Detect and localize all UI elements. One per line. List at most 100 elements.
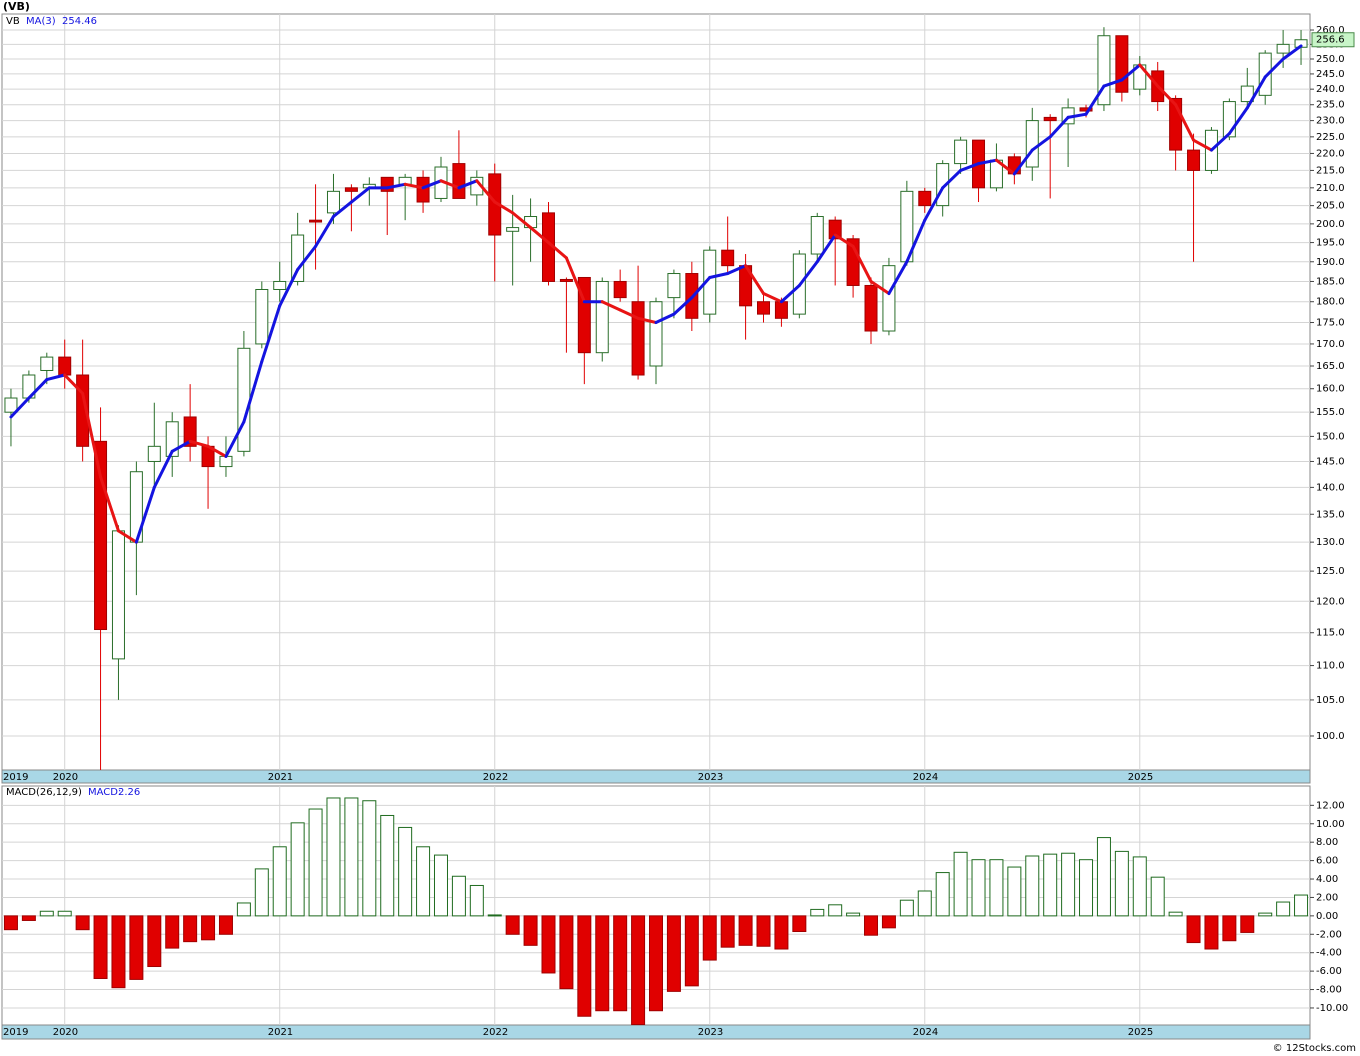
y-tick-label: -10.00 bbox=[1316, 1003, 1348, 1014]
macd-bar bbox=[864, 915, 879, 936]
macd-bar bbox=[93, 915, 108, 979]
candle-body bbox=[882, 265, 896, 332]
candle-body bbox=[864, 284, 878, 332]
y-tick-label: 210.0 bbox=[1316, 183, 1345, 194]
last-price: 256.6 bbox=[1316, 35, 1345, 46]
macd-bar bbox=[720, 915, 735, 948]
macd-bar bbox=[290, 822, 305, 917]
y-tick-label: 240.0 bbox=[1316, 84, 1345, 95]
y-tick-label: 200.0 bbox=[1316, 219, 1345, 230]
macd-bar bbox=[595, 915, 610, 1012]
ma-segment bbox=[1084, 84, 1106, 116]
y-tick-label: 225.0 bbox=[1316, 132, 1345, 143]
macd-bar bbox=[129, 915, 144, 980]
candle-body bbox=[111, 530, 125, 660]
ma-segment bbox=[63, 373, 85, 395]
macd-bar bbox=[1079, 859, 1094, 917]
ma-segment bbox=[1263, 57, 1285, 79]
ma-segment bbox=[1192, 138, 1213, 152]
macd-bar bbox=[416, 846, 431, 917]
ma-segment bbox=[1209, 132, 1231, 152]
candle-body bbox=[631, 301, 645, 376]
y-tick-label: 155.0 bbox=[1316, 407, 1345, 418]
ma-segment bbox=[206, 444, 228, 458]
ma-segment bbox=[99, 475, 120, 533]
candle-body bbox=[918, 190, 932, 207]
macd-bar bbox=[1168, 911, 1183, 917]
macd-bar bbox=[1204, 915, 1219, 950]
ma-segment bbox=[600, 300, 622, 312]
y-tick-label: 130.0 bbox=[1316, 537, 1345, 548]
macd-bar bbox=[1294, 894, 1309, 917]
ma-segment bbox=[1102, 78, 1124, 88]
y-tick-label: 250.0 bbox=[1316, 54, 1345, 65]
macd-bar bbox=[1222, 915, 1237, 942]
candle-body bbox=[326, 190, 340, 214]
macd-bar bbox=[577, 915, 592, 1017]
candle-body bbox=[1187, 149, 1201, 171]
candle-body bbox=[774, 301, 788, 319]
macd-bar bbox=[846, 912, 861, 917]
ma-segment bbox=[959, 162, 981, 172]
ma-segment bbox=[887, 260, 909, 296]
candle-body bbox=[165, 421, 179, 457]
x-tick-label: 2020 bbox=[53, 772, 78, 783]
candle-body bbox=[1240, 85, 1254, 103]
macd-bar bbox=[111, 915, 126, 989]
y-tick-label: -8.00 bbox=[1316, 985, 1342, 996]
macd-date-strip bbox=[1, 1024, 1311, 1040]
macd-value-name: MACD: bbox=[88, 787, 121, 798]
macd-bar bbox=[774, 915, 789, 950]
macd-bar bbox=[21, 915, 36, 921]
candle-body bbox=[559, 278, 573, 282]
y-tick-label: 260.0 bbox=[1316, 25, 1345, 36]
y-tick-label: 190.0 bbox=[1316, 257, 1345, 268]
macd-bar bbox=[183, 915, 198, 943]
ma-segment bbox=[1066, 112, 1088, 119]
y-tick-label: -4.00 bbox=[1316, 948, 1342, 959]
candle-body bbox=[76, 374, 90, 447]
ma-segment bbox=[9, 396, 31, 419]
x-tick-label: 2024 bbox=[913, 772, 938, 783]
macd-bar bbox=[1186, 915, 1201, 944]
ma-segment bbox=[905, 218, 927, 264]
ma-segment bbox=[331, 200, 353, 219]
ma-segment bbox=[1048, 115, 1070, 139]
macd-title: MACD(26,12,9) bbox=[6, 787, 82, 798]
plot-layer: 100.0 105.0 110.0 115.0 120.0 125.0 130.0 135.0… bbox=[2, 14, 1355, 1038]
ma-segment bbox=[1227, 106, 1249, 136]
macd-bar bbox=[631, 915, 646, 1026]
candle-body bbox=[309, 219, 323, 223]
ma-segment bbox=[457, 179, 479, 190]
ma-segment bbox=[511, 211, 533, 230]
ma-segment bbox=[618, 308, 640, 320]
macd-bar bbox=[917, 890, 932, 917]
macd-bar bbox=[1007, 866, 1022, 917]
macd-bar bbox=[1025, 855, 1040, 917]
chart-title: (VB) bbox=[3, 0, 30, 13]
y-tick-label: 170.0 bbox=[1316, 339, 1345, 350]
y-tick-label: 135.0 bbox=[1316, 509, 1345, 520]
macd-bar bbox=[39, 910, 54, 917]
macd-bar bbox=[344, 797, 359, 917]
y-tick-label: 220.0 bbox=[1316, 148, 1345, 159]
ma-segment bbox=[260, 304, 282, 364]
x-tick-label: 2022 bbox=[483, 772, 508, 783]
macd-bar bbox=[649, 915, 663, 1012]
macd-bar bbox=[1043, 853, 1058, 917]
candle-body bbox=[1043, 116, 1057, 122]
macd-bar bbox=[308, 808, 323, 917]
candle-body bbox=[613, 280, 627, 299]
legend-ma: MA(3) bbox=[26, 16, 56, 27]
legend-ma-value: 254.46 bbox=[62, 16, 97, 27]
candle-body bbox=[255, 288, 269, 345]
y-tick-label: 150.0 bbox=[1316, 431, 1345, 442]
candle-body bbox=[1079, 107, 1093, 112]
legend-symbol: VB bbox=[6, 16, 20, 27]
macd-bar bbox=[165, 915, 180, 949]
ma-segment bbox=[851, 244, 873, 283]
macd-bar bbox=[272, 846, 287, 917]
ma-segment bbox=[923, 186, 945, 222]
y-tick-label: 195.0 bbox=[1316, 238, 1345, 249]
ma-segment bbox=[1138, 63, 1160, 88]
